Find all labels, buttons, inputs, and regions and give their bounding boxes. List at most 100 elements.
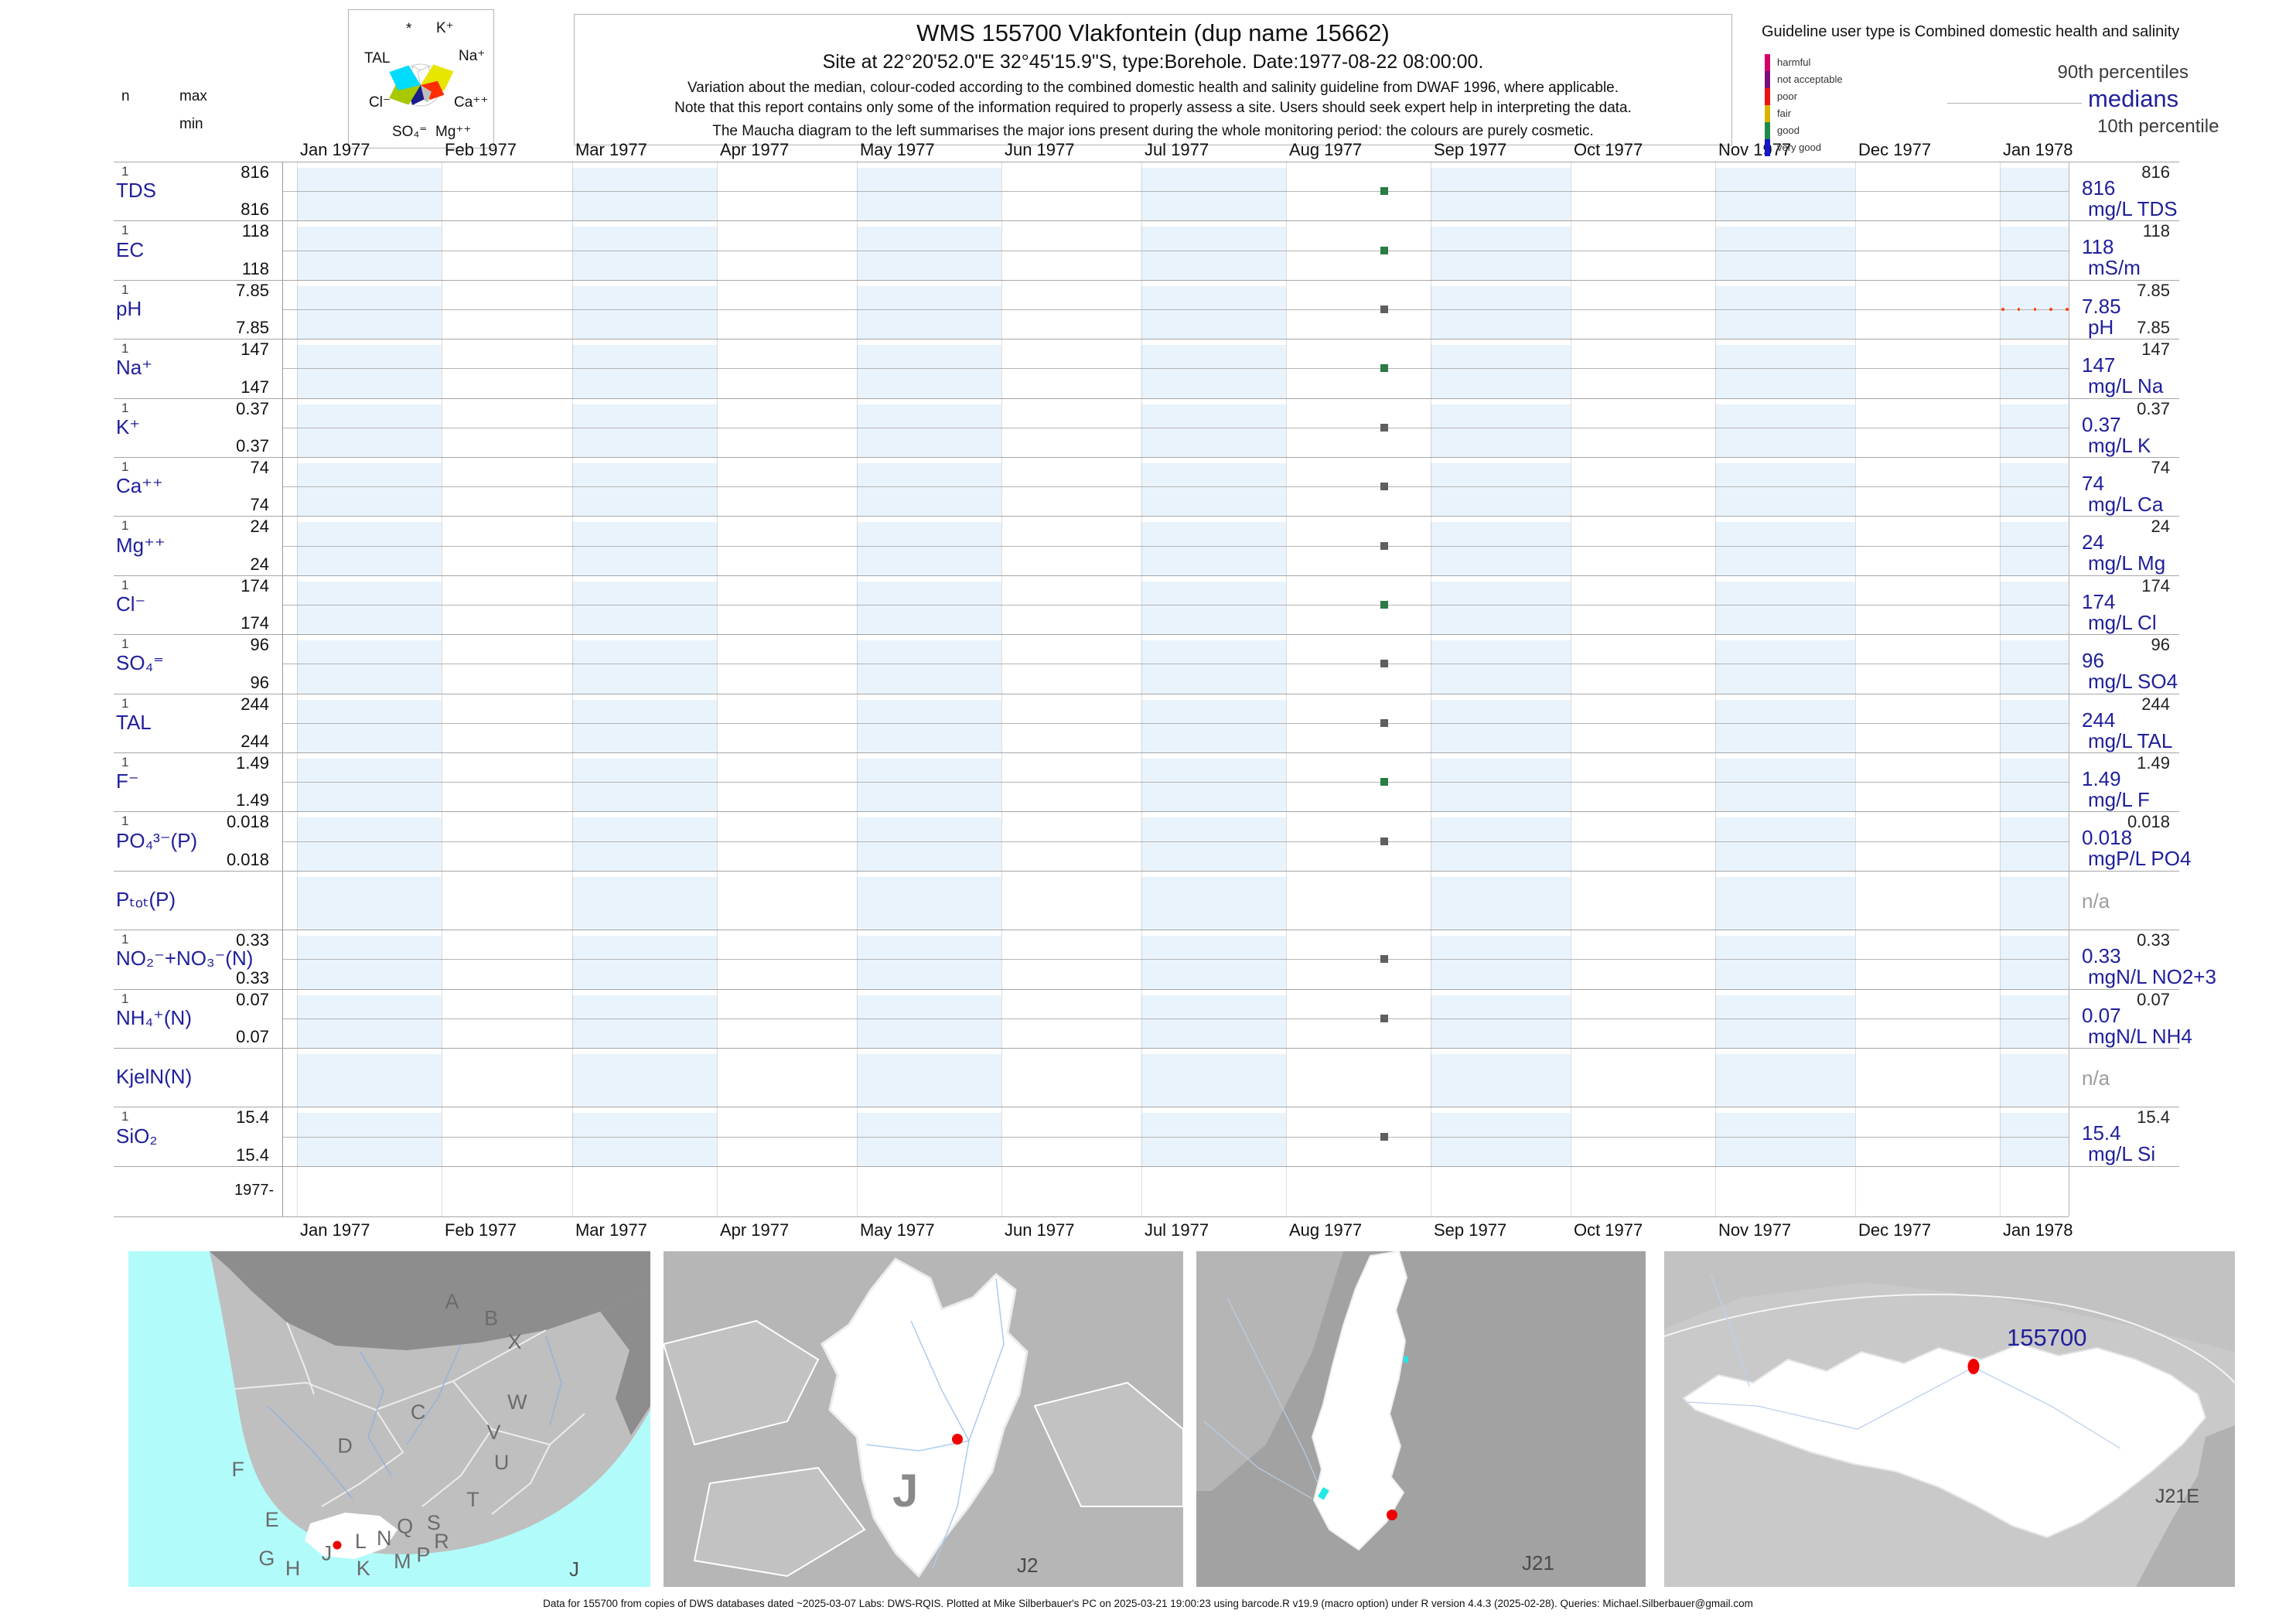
- month-gridline: [1001, 162, 1002, 1216]
- month-band: [297, 285, 442, 339]
- guideline-class-swatch: [1765, 71, 1770, 88]
- median-line: [282, 191, 2069, 193]
- region-letter-X: X: [507, 1330, 521, 1353]
- month-gridline: [1714, 162, 1716, 1216]
- guideline-class-label: good: [1777, 125, 1800, 136]
- maucha-label-na: Na⁺: [459, 48, 486, 64]
- month-label-top: Jun 1977: [1004, 140, 1075, 159]
- row-min-value: 1.49: [236, 790, 269, 810]
- month-band: [297, 522, 442, 575]
- median-line: [282, 722, 2069, 724]
- month-band: [1430, 522, 1571, 575]
- note-line-2: Note that this report contains only some…: [674, 100, 1632, 116]
- month-band: [297, 759, 442, 812]
- neighbour-area: [1664, 1251, 2235, 1352]
- month-label-bottom: Feb 1977: [445, 1220, 517, 1240]
- row-p90-value: 0.37: [2137, 398, 2170, 418]
- month-band: [1714, 285, 1855, 339]
- parameter-label: TAL: [116, 710, 152, 734]
- row-unit-label: pH: [2088, 315, 2114, 339]
- sample-marker: [1380, 601, 1388, 609]
- month-band: [1141, 345, 1286, 398]
- parameter-label: NH₄⁺(N): [116, 1005, 192, 1029]
- row-unit-label: mg/L SO4: [2088, 670, 2178, 694]
- row-median-value: 7.85: [2082, 294, 2121, 318]
- row-min-value: 244: [241, 732, 269, 751]
- row-min-value: 0.07: [236, 1027, 269, 1046]
- maucha-label-mg: Mg⁺⁺: [435, 124, 472, 140]
- month-gridline: [2000, 162, 2001, 1216]
- guideline-class-label: poor: [1777, 90, 1798, 102]
- row-unit-label: mg/L Na: [2088, 374, 2164, 398]
- row-p90-value: 0.018: [2127, 812, 2170, 832]
- row-min-value: 96: [250, 672, 269, 692]
- month-gridline: [571, 162, 573, 1216]
- row-max-value: 96: [250, 635, 269, 655]
- month-band: [1714, 640, 1855, 694]
- row-max-value: 0.07: [236, 989, 269, 1009]
- month-label-bottom: Dec 1977: [1858, 1220, 1932, 1240]
- month-band: [2000, 640, 2069, 694]
- median-line: [282, 309, 2069, 310]
- month-label-bottom: Jan 1977: [300, 1220, 370, 1240]
- month-band: [571, 345, 717, 398]
- guideline-class-swatch: [1765, 122, 1770, 139]
- row-n-count: 1: [121, 281, 129, 297]
- maucha-label-cl: Cl⁻: [369, 94, 391, 111]
- guideline-dot: [2049, 308, 2052, 311]
- year-axis-label: 1977-: [234, 1182, 275, 1199]
- median-legend-line: [1947, 103, 2082, 104]
- row-n-count: 1: [121, 577, 129, 592]
- region-letter-A: A: [445, 1290, 459, 1313]
- row-min-value: 0.37: [236, 436, 269, 455]
- guideline-dot: [2033, 308, 2037, 311]
- maucha-label-k: K⁺: [436, 20, 454, 36]
- sample-marker: [1380, 483, 1388, 491]
- month-band: [297, 936, 442, 989]
- drainage-region-letters: A BX C WVU D F T E Q S L N RM P G HJ K: [232, 1290, 528, 1580]
- sample-marker: [1380, 660, 1388, 668]
- month-band: [856, 759, 1001, 812]
- guideline-class-label: very good: [1777, 142, 1822, 153]
- month-band: [571, 581, 717, 635]
- month-band: [2000, 227, 2069, 280]
- month-band: [1714, 522, 1855, 575]
- row-p90-value: 0.07: [2137, 989, 2170, 1009]
- parameter-label: Ca⁺⁺: [116, 474, 163, 498]
- parameter-label: EC: [116, 237, 145, 261]
- row-p90-value: 15.4: [2137, 1107, 2170, 1128]
- month-band: [1141, 817, 1286, 871]
- neighbour-area: [1196, 1251, 1343, 1491]
- row-n-count: 1: [121, 341, 129, 357]
- month-band: [297, 995, 442, 1048]
- parameter-label: Na⁺: [116, 356, 152, 380]
- neighbour-coast: [600, 1288, 650, 1435]
- month-band: [1430, 1113, 1571, 1166]
- row-p90-value: 147: [2141, 339, 2170, 360]
- note-line-1: Variation about the median, colour-coded…: [687, 80, 1619, 96]
- month-band: [1141, 581, 1286, 635]
- region-letter-V: V: [486, 1421, 500, 1444]
- month-label-top: Jul 1977: [1144, 140, 1209, 159]
- month-band: [571, 1054, 717, 1107]
- rivers: [1203, 1297, 1329, 1507]
- month-band: [571, 995, 717, 1048]
- maucha-label-so4: SO₄⁼: [392, 124, 428, 140]
- month-band: [297, 1113, 442, 1166]
- month-band: [297, 640, 442, 694]
- parameter-label: TDS: [116, 179, 156, 203]
- month-band: [1141, 522, 1286, 575]
- region-letter-M: M: [394, 1550, 411, 1573]
- month-band: [856, 1054, 1001, 1107]
- map-corner-label: J21: [1522, 1551, 1554, 1575]
- month-band: [856, 168, 1001, 221]
- map-quaternary-catchment-j21e: 155700 J21E: [1664, 1251, 2235, 1587]
- row-unit-label: mgN/L NO2+3: [2088, 965, 2216, 989]
- month-band: [571, 168, 717, 221]
- month-band: [856, 522, 1001, 575]
- month-band: [571, 876, 717, 930]
- month-band: [571, 759, 717, 812]
- month-band: [571, 285, 717, 339]
- month-band: [1141, 227, 1286, 280]
